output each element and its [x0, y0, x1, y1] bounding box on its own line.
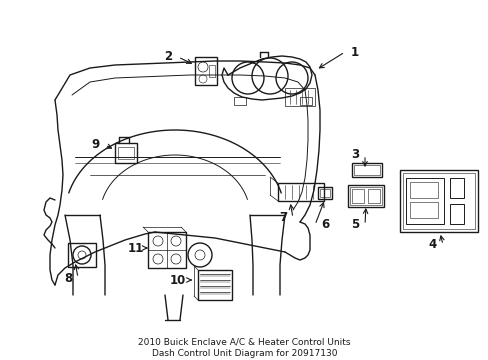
Bar: [402, 173, 474, 229]
Bar: [148, 232, 185, 268]
Text: 3: 3: [350, 148, 358, 162]
Bar: [351, 189, 363, 203]
Text: 8: 8: [64, 271, 72, 284]
Text: 2010 Buick Enclave A/C & Heater Control Units: 2010 Buick Enclave A/C & Heater Control …: [138, 338, 350, 346]
Text: 4: 4: [428, 238, 436, 252]
Bar: [285, 88, 314, 106]
Bar: [409, 202, 437, 218]
Text: 2: 2: [163, 50, 172, 63]
Text: 6: 6: [320, 219, 328, 231]
Text: 7: 7: [278, 211, 286, 225]
Text: 9: 9: [91, 139, 99, 152]
Bar: [68, 243, 96, 267]
Text: 1: 1: [350, 45, 358, 58]
Text: 11: 11: [128, 242, 144, 255]
Bar: [319, 189, 329, 197]
Bar: [115, 143, 137, 163]
Bar: [405, 178, 443, 224]
Bar: [409, 182, 437, 198]
Bar: [118, 147, 134, 159]
Bar: [278, 183, 324, 201]
Bar: [198, 270, 231, 300]
Text: Dash Control Unit Diagram for 20917130: Dash Control Unit Diagram for 20917130: [151, 350, 337, 359]
Bar: [351, 163, 381, 177]
Text: 5: 5: [350, 219, 358, 231]
Bar: [449, 204, 463, 224]
Bar: [349, 187, 381, 205]
Bar: [299, 97, 311, 105]
Bar: [317, 187, 331, 199]
Bar: [399, 170, 477, 232]
Bar: [353, 165, 379, 175]
Bar: [208, 65, 215, 77]
Text: 10: 10: [169, 274, 186, 287]
Bar: [234, 97, 245, 105]
Bar: [195, 57, 217, 85]
Bar: [347, 185, 383, 207]
Bar: [449, 178, 463, 198]
Bar: [367, 189, 379, 203]
